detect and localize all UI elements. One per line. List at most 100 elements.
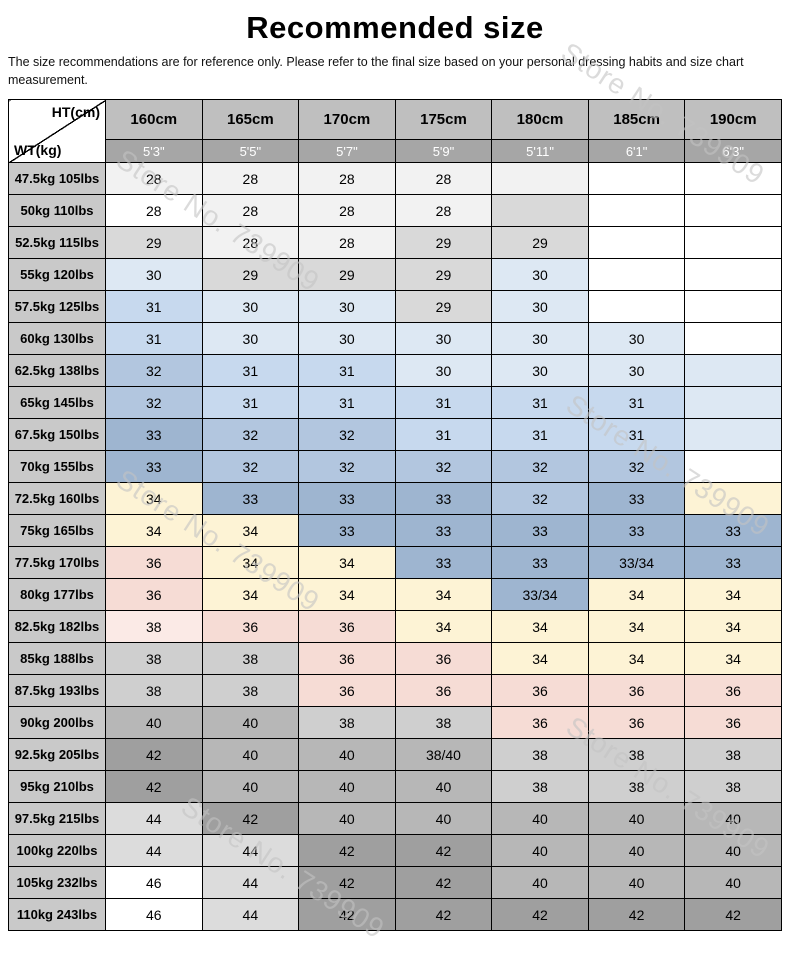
size-cell — [684, 482, 782, 515]
corner-header-cell: HT(cm) WT(kg) — [8, 99, 106, 163]
weight-lbs: 165lbs — [53, 523, 94, 538]
size-cell: 44 — [201, 866, 300, 899]
weight-lbs: 193lbs — [58, 683, 100, 698]
disclaimer-text: The size recommendations are for referen… — [8, 55, 744, 87]
size-cell: 36 — [298, 674, 396, 707]
size-cell: 32 — [394, 450, 493, 483]
size-table: HT(cm) WT(kg) 160cm 165cm 170cm 175cm 180cm 1… — [8, 99, 782, 931]
size-cell: 28 — [298, 194, 396, 227]
size-cell: 33 — [684, 514, 782, 547]
weight-kg: 95kg — [20, 779, 50, 794]
size-cell: 29 — [394, 290, 493, 323]
size-cell: 30 — [491, 290, 589, 323]
page-title: Recommended size — [246, 10, 544, 45]
table-row: 60kg 130lbs 31 30 30 30 30 30 — [8, 322, 782, 355]
size-cell: 33 — [491, 546, 589, 579]
size-cell: 36 — [105, 578, 203, 611]
size-cell: 28 — [105, 162, 203, 195]
height-header-ft: 5'9" — [394, 139, 493, 163]
weight-lbs: 150lbs — [58, 427, 100, 442]
size-cell: 40 — [587, 802, 686, 835]
size-cell: 36 — [491, 706, 589, 739]
size-cell: 34 — [684, 578, 782, 611]
weight-header: 95kg 210lbs — [8, 770, 106, 803]
weight-kg: 60kg — [20, 331, 50, 346]
height-header-cm: 185cm — [587, 99, 686, 140]
weight-lbs: 232lbs — [57, 875, 98, 890]
size-cell — [587, 258, 686, 291]
size-cell: 44 — [105, 834, 203, 867]
height-header-ft: 5'5" — [201, 139, 300, 163]
size-cell: 28 — [201, 162, 300, 195]
size-cell: 44 — [105, 802, 203, 835]
size-cell: 31 — [491, 418, 589, 451]
height-header-ft: 6'1" — [587, 139, 686, 163]
weight-lbs: 155lbs — [53, 459, 94, 474]
weight-kg: 62.5kg — [14, 363, 56, 378]
size-cell: 31 — [298, 386, 396, 419]
size-cell: 36 — [201, 610, 300, 643]
weight-header: 70kg 155lbs — [8, 450, 106, 483]
size-cell: 42 — [491, 898, 589, 931]
weight-header: 80kg 177lbs — [8, 578, 106, 611]
size-cell: 28 — [201, 194, 300, 227]
weight-lbs: 105lbs — [58, 171, 100, 186]
size-cell: 31 — [105, 290, 203, 323]
size-cell: 28 — [298, 226, 396, 259]
size-cell: 32 — [491, 482, 589, 515]
size-cell: 34 — [684, 610, 782, 643]
weight-header: 50kg 110lbs — [8, 194, 106, 227]
size-cell: 30 — [491, 354, 589, 387]
weight-lbs: 188lbs — [53, 651, 94, 666]
size-cell: 42 — [201, 802, 300, 835]
size-cell: 29 — [201, 258, 300, 291]
size-cell — [684, 162, 782, 195]
size-cell: 36 — [105, 546, 203, 579]
size-cell: 40 — [201, 770, 300, 803]
table-row: 97.5kg 215lbs 44 42 40 40 40 40 40 — [8, 802, 782, 835]
size-cell: 36 — [684, 706, 782, 739]
size-cell — [684, 226, 782, 259]
size-cell: 38 — [491, 738, 589, 771]
size-cell: 38 — [105, 610, 203, 643]
weight-lbs: 115lbs — [59, 235, 99, 250]
size-cell: 34 — [587, 642, 686, 675]
table-row: 95kg 210lbs 42 40 40 40 38 38 38 — [8, 770, 782, 803]
size-cell: 40 — [298, 770, 396, 803]
size-cell: 40 — [491, 802, 589, 835]
weight-kg: 82.5kg — [14, 619, 56, 634]
size-cell: 33/34 — [491, 578, 589, 611]
size-cell: 38 — [587, 770, 686, 803]
size-cell: 42 — [587, 898, 686, 931]
weight-header: 67.5kg 150lbs — [8, 418, 106, 451]
size-cell — [684, 450, 782, 483]
size-cell: 38/40 — [394, 738, 493, 771]
size-cell — [491, 162, 589, 195]
weight-lbs: 177lbs — [53, 587, 94, 602]
size-cell: 38 — [684, 770, 782, 803]
size-cell: 42 — [105, 770, 203, 803]
weight-kg: 90kg — [20, 715, 50, 730]
height-axis-label: HT(cm) — [51, 104, 100, 120]
size-cell: 40 — [394, 770, 493, 803]
size-cell: 40 — [587, 866, 686, 899]
weight-header: 65kg 145lbs — [8, 386, 106, 419]
table-row: 85kg 188lbs 38 38 36 36 34 34 34 — [8, 642, 782, 675]
size-cell: 40 — [201, 738, 300, 771]
size-cell: 28 — [394, 194, 493, 227]
weight-kg: 110kg — [16, 907, 54, 922]
size-cell: 34 — [105, 514, 203, 547]
size-cell: 29 — [394, 258, 493, 291]
size-cell: 40 — [491, 866, 589, 899]
size-cell: 34 — [201, 578, 300, 611]
height-header-ft: 6'3" — [684, 139, 782, 163]
weight-header: 85kg 188lbs — [8, 642, 106, 675]
weight-kg: 72.5kg — [14, 491, 56, 506]
size-cell: 38 — [491, 770, 589, 803]
weight-header: 90kg 200lbs — [8, 706, 106, 739]
height-feet-row: 5'3" 5'5" 5'7" 5'9" 5'11" 6'1" 6'3" — [9, 139, 782, 163]
table-row: 47.5kg 105lbs 28 28 28 28 — [8, 162, 782, 195]
size-cell: 32 — [491, 450, 589, 483]
weight-lbs: 182lbs — [58, 619, 100, 634]
size-cell: 40 — [587, 834, 686, 867]
